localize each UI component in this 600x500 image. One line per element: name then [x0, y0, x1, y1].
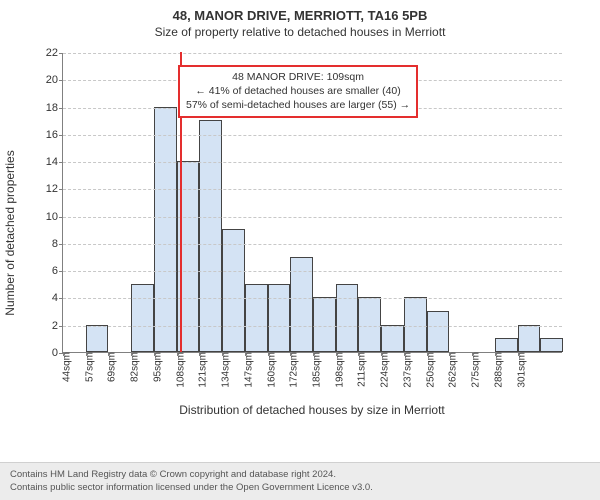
y-tick-mark	[59, 326, 63, 327]
x-tick-label: 82sqm	[128, 352, 141, 382]
bar	[381, 325, 404, 352]
y-tick-mark	[59, 189, 63, 190]
bar	[245, 284, 268, 352]
callout-box: 48 MANOR DRIVE: 109sqm← 41% of detached …	[178, 65, 418, 118]
x-tick-label: 262sqm	[446, 352, 459, 388]
x-tick-label: 121sqm	[196, 352, 209, 388]
bar	[268, 284, 291, 352]
x-tick-label: 108sqm	[173, 352, 186, 388]
x-tick-label: 224sqm	[378, 352, 391, 388]
x-tick-label: 44sqm	[60, 352, 73, 382]
y-tick-mark	[59, 162, 63, 163]
x-tick-label: 237sqm	[400, 352, 413, 388]
x-tick-label: 211sqm	[355, 352, 368, 387]
bar	[336, 284, 359, 352]
y-tick-mark	[59, 53, 63, 54]
callout-line: ← 41% of detached houses are smaller (40…	[186, 84, 410, 98]
bar	[427, 311, 450, 352]
footer-line-2: Contains public sector information licen…	[10, 482, 590, 494]
x-tick-label: 134sqm	[219, 352, 232, 388]
x-tick-label: 185sqm	[310, 352, 323, 388]
grid-line	[63, 53, 562, 54]
y-tick-mark	[59, 108, 63, 109]
y-tick-mark	[59, 217, 63, 218]
title-sub: Size of property relative to detached ho…	[0, 23, 600, 43]
x-tick-label: 301sqm	[514, 352, 527, 388]
y-axis-label: Number of detached properties	[3, 150, 17, 315]
title-main: 48, MANOR DRIVE, MERRIOTT, TA16 5PB	[0, 0, 600, 23]
grid-line	[63, 298, 562, 299]
grid-line	[63, 326, 562, 327]
bar	[540, 338, 563, 352]
callout-line: 57% of semi-detached houses are larger (…	[186, 98, 410, 112]
bar	[154, 107, 177, 352]
x-tick-label: 95sqm	[150, 352, 163, 382]
x-tick-label: 69sqm	[105, 352, 118, 382]
bar	[131, 284, 154, 352]
bar	[518, 325, 541, 352]
grid-line	[63, 244, 562, 245]
x-tick-label: 160sqm	[264, 352, 277, 388]
chart-container: 48, MANOR DRIVE, MERRIOTT, TA16 5PB Size…	[0, 0, 600, 500]
y-tick-mark	[59, 80, 63, 81]
x-tick-label: 275sqm	[469, 352, 482, 388]
y-tick-mark	[59, 244, 63, 245]
bar	[199, 120, 222, 352]
x-tick-label: 172sqm	[287, 352, 300, 388]
grid-line	[63, 217, 562, 218]
grid-line	[63, 271, 562, 272]
plot-region: 024681012141618202244sqm57sqm69sqm82sqm9…	[62, 53, 562, 353]
x-tick-label: 288sqm	[491, 352, 504, 388]
x-tick-label: 250sqm	[423, 352, 436, 388]
bar	[222, 229, 245, 352]
grid-line	[63, 189, 562, 190]
y-tick-mark	[59, 298, 63, 299]
bar	[86, 325, 109, 352]
x-axis-label: Distribution of detached houses by size …	[62, 403, 562, 417]
grid-line	[63, 162, 562, 163]
grid-line	[63, 135, 562, 136]
y-tick-mark	[59, 271, 63, 272]
callout-line: 48 MANOR DRIVE: 109sqm	[186, 70, 410, 84]
footer-line-1: Contains HM Land Registry data © Crown c…	[10, 469, 590, 481]
bar	[495, 338, 518, 352]
x-tick-label: 198sqm	[332, 352, 345, 388]
chart-area: Number of detached properties 0246810121…	[20, 43, 580, 423]
footer-attribution: Contains HM Land Registry data © Crown c…	[0, 462, 600, 500]
x-tick-label: 147sqm	[241, 352, 254, 388]
y-tick-mark	[59, 135, 63, 136]
x-tick-label: 57sqm	[82, 352, 95, 382]
